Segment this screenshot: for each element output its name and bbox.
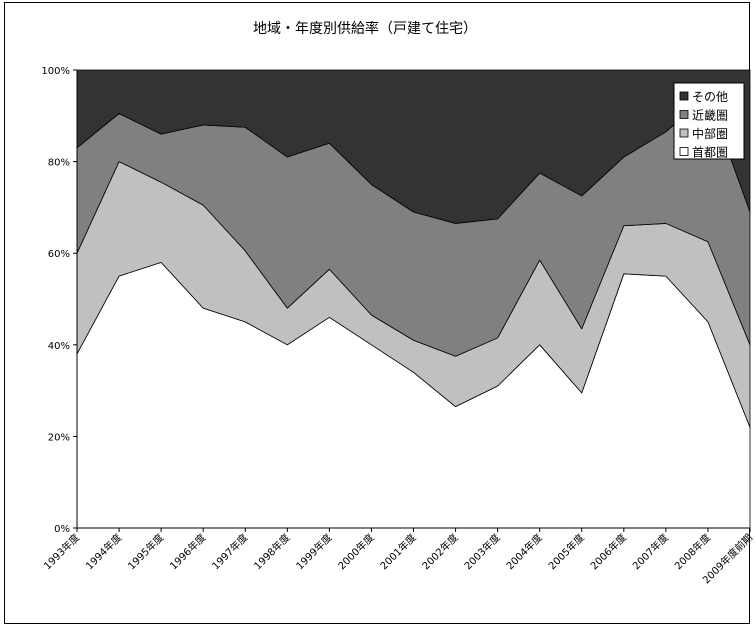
x-tick-label: 1994年度 (83, 531, 124, 572)
y-tick-label: 60% (48, 249, 70, 260)
x-tick-label: 1998年度 (251, 531, 292, 572)
x-axis: 1993年度 1994年度 1995年度 1996年度 1997年度 1998年度 1999… (41, 528, 755, 586)
x-tick-label: 1995年度 (125, 531, 166, 572)
x-tick-label: 2006年度 (588, 531, 629, 572)
legend-swatch (679, 147, 689, 156)
legend-label: 首都圏 (692, 146, 728, 160)
y-tick-label: 0% (54, 524, 70, 535)
x-tick-label: 2000年度 (335, 531, 376, 572)
x-tick-label: 1999年度 (293, 531, 334, 572)
x-tick-label: 2008年度 (672, 531, 713, 572)
x-tick-label: 2003年度 (461, 531, 502, 572)
y-tick-label: 40% (48, 341, 70, 352)
x-tick-label: 2001年度 (377, 531, 418, 572)
x-tick-label: 2004年度 (503, 531, 544, 572)
legend-label: 中部圏 (692, 126, 728, 141)
legend-label: その他 (692, 90, 728, 104)
chart-title: 地域・年度別供給率（戸建て住宅） (253, 20, 477, 37)
y-tick-label: 100% (41, 66, 70, 77)
x-tick-label: 1993年度 (41, 531, 82, 572)
x-tick-label: 2005年度 (546, 531, 587, 572)
y-axis: 0% 20% 40% 60% 80% 100% (41, 66, 77, 535)
x-tick-label: 1996年度 (167, 531, 208, 572)
plot-area (76, 69, 751, 529)
legend-label: 近畿圏 (692, 109, 728, 123)
x-tick-label: 1997年度 (209, 531, 250, 572)
x-tick-label: 2007年度 (630, 531, 671, 572)
legend-swatch (679, 91, 689, 101)
x-tick-label: 2002年度 (419, 531, 460, 572)
legend-swatch (679, 110, 689, 119)
area-series-4 (76, 69, 751, 224)
legend-swatch (679, 128, 689, 138)
y-tick-label: 80% (48, 158, 70, 169)
y-tick-label: 20% (48, 432, 70, 443)
